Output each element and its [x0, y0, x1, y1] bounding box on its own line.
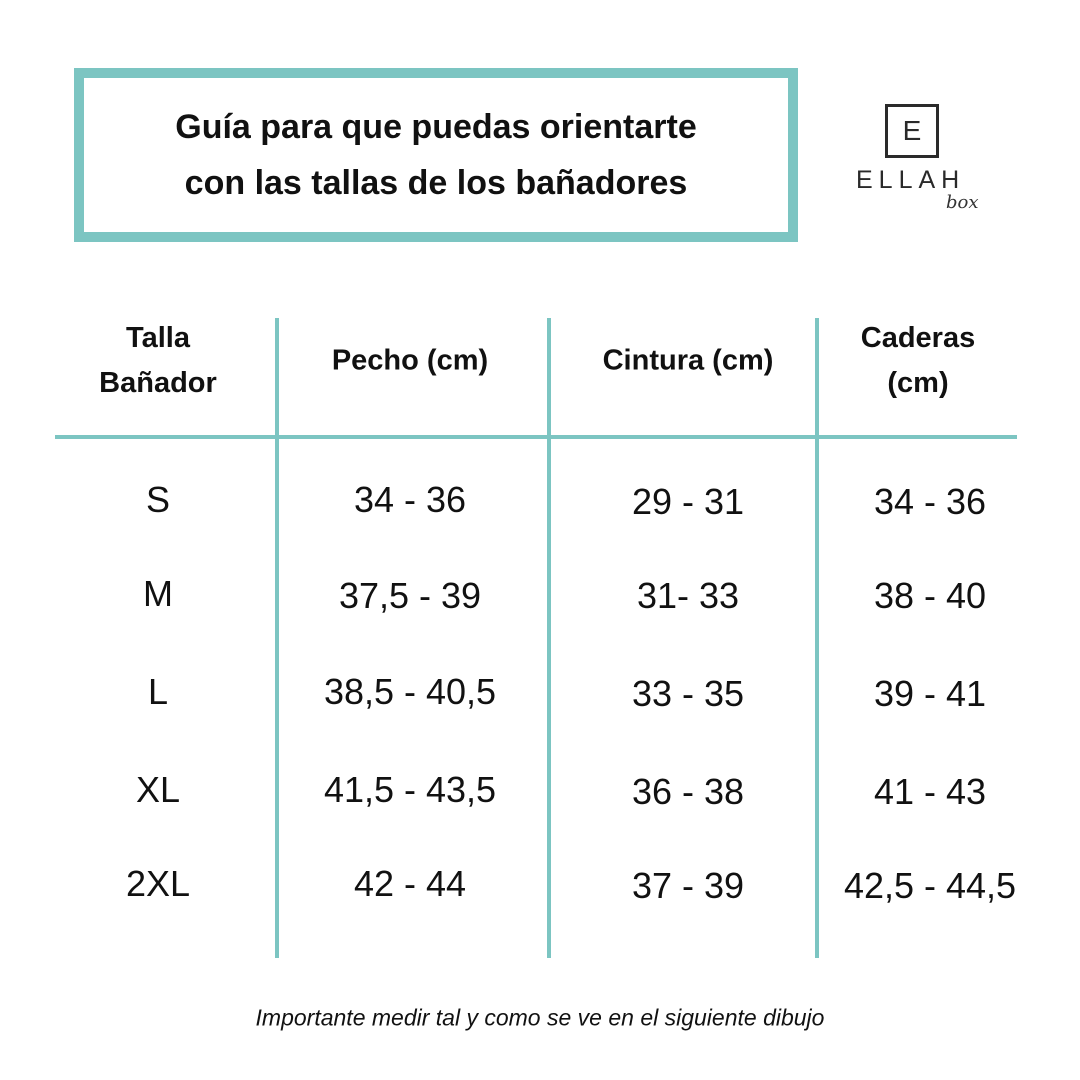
measure-cell: 42,5 - 44,5	[843, 865, 1017, 906]
measure-cell: 37,5 - 39	[338, 575, 482, 616]
measure-cell: 29 - 31	[631, 481, 745, 522]
footer-note: Importante medir tal y como se ve en el …	[255, 1004, 825, 1031]
size-cell: M	[143, 573, 173, 614]
measure-cell: 38,5 - 40,5	[323, 671, 497, 712]
size-cell: XL	[135, 769, 181, 810]
size-cell: 2XL	[125, 863, 191, 904]
logo-sub: box	[946, 192, 979, 213]
measure-cell: 38 - 40	[873, 575, 987, 616]
measure-cell: 33 - 35	[631, 673, 745, 714]
header-text: Bañador	[99, 367, 217, 399]
title-line-1: Guía para que puedas orientarte	[175, 108, 697, 146]
measure-cell: 41,5 - 43,5	[323, 769, 497, 810]
ellah-box-logo: E ELLAH box	[850, 100, 990, 220]
measure-cell: 41 - 43	[873, 771, 987, 812]
header-cintura: Cintura (cm)	[602, 344, 774, 377]
header-text: (cm)	[887, 367, 949, 399]
title-box: Guía para que puedas orientarte con las …	[74, 68, 798, 242]
measure-cell: 34 - 36	[353, 479, 467, 520]
measure-cell: 42 - 44	[353, 863, 467, 904]
header-divider	[55, 435, 1017, 439]
measure-cell: 39 - 41	[873, 673, 987, 714]
measure-cell: 34 - 36	[873, 481, 987, 522]
column-divider	[275, 318, 279, 958]
header-caderas: Caderas (cm)	[861, 316, 975, 406]
title-line-2: con las tallas de los bañadores	[184, 164, 688, 202]
size-cell: S	[145, 479, 171, 520]
measure-cell: 37 - 39	[631, 865, 745, 906]
header-talla: Talla Bañador	[99, 316, 217, 406]
size-cell: L	[147, 671, 169, 712]
column-divider	[547, 318, 551, 958]
measure-cell: 36 - 38	[631, 771, 745, 812]
column-divider	[815, 318, 819, 958]
logo-word: ELLAH	[856, 166, 966, 194]
header-pecho: Pecho (cm)	[331, 344, 489, 377]
measure-cell: 31- 33	[636, 575, 740, 616]
header-text: Caderas	[860, 322, 976, 354]
header-text: Talla	[126, 322, 190, 354]
logo-mark: E	[885, 104, 939, 158]
